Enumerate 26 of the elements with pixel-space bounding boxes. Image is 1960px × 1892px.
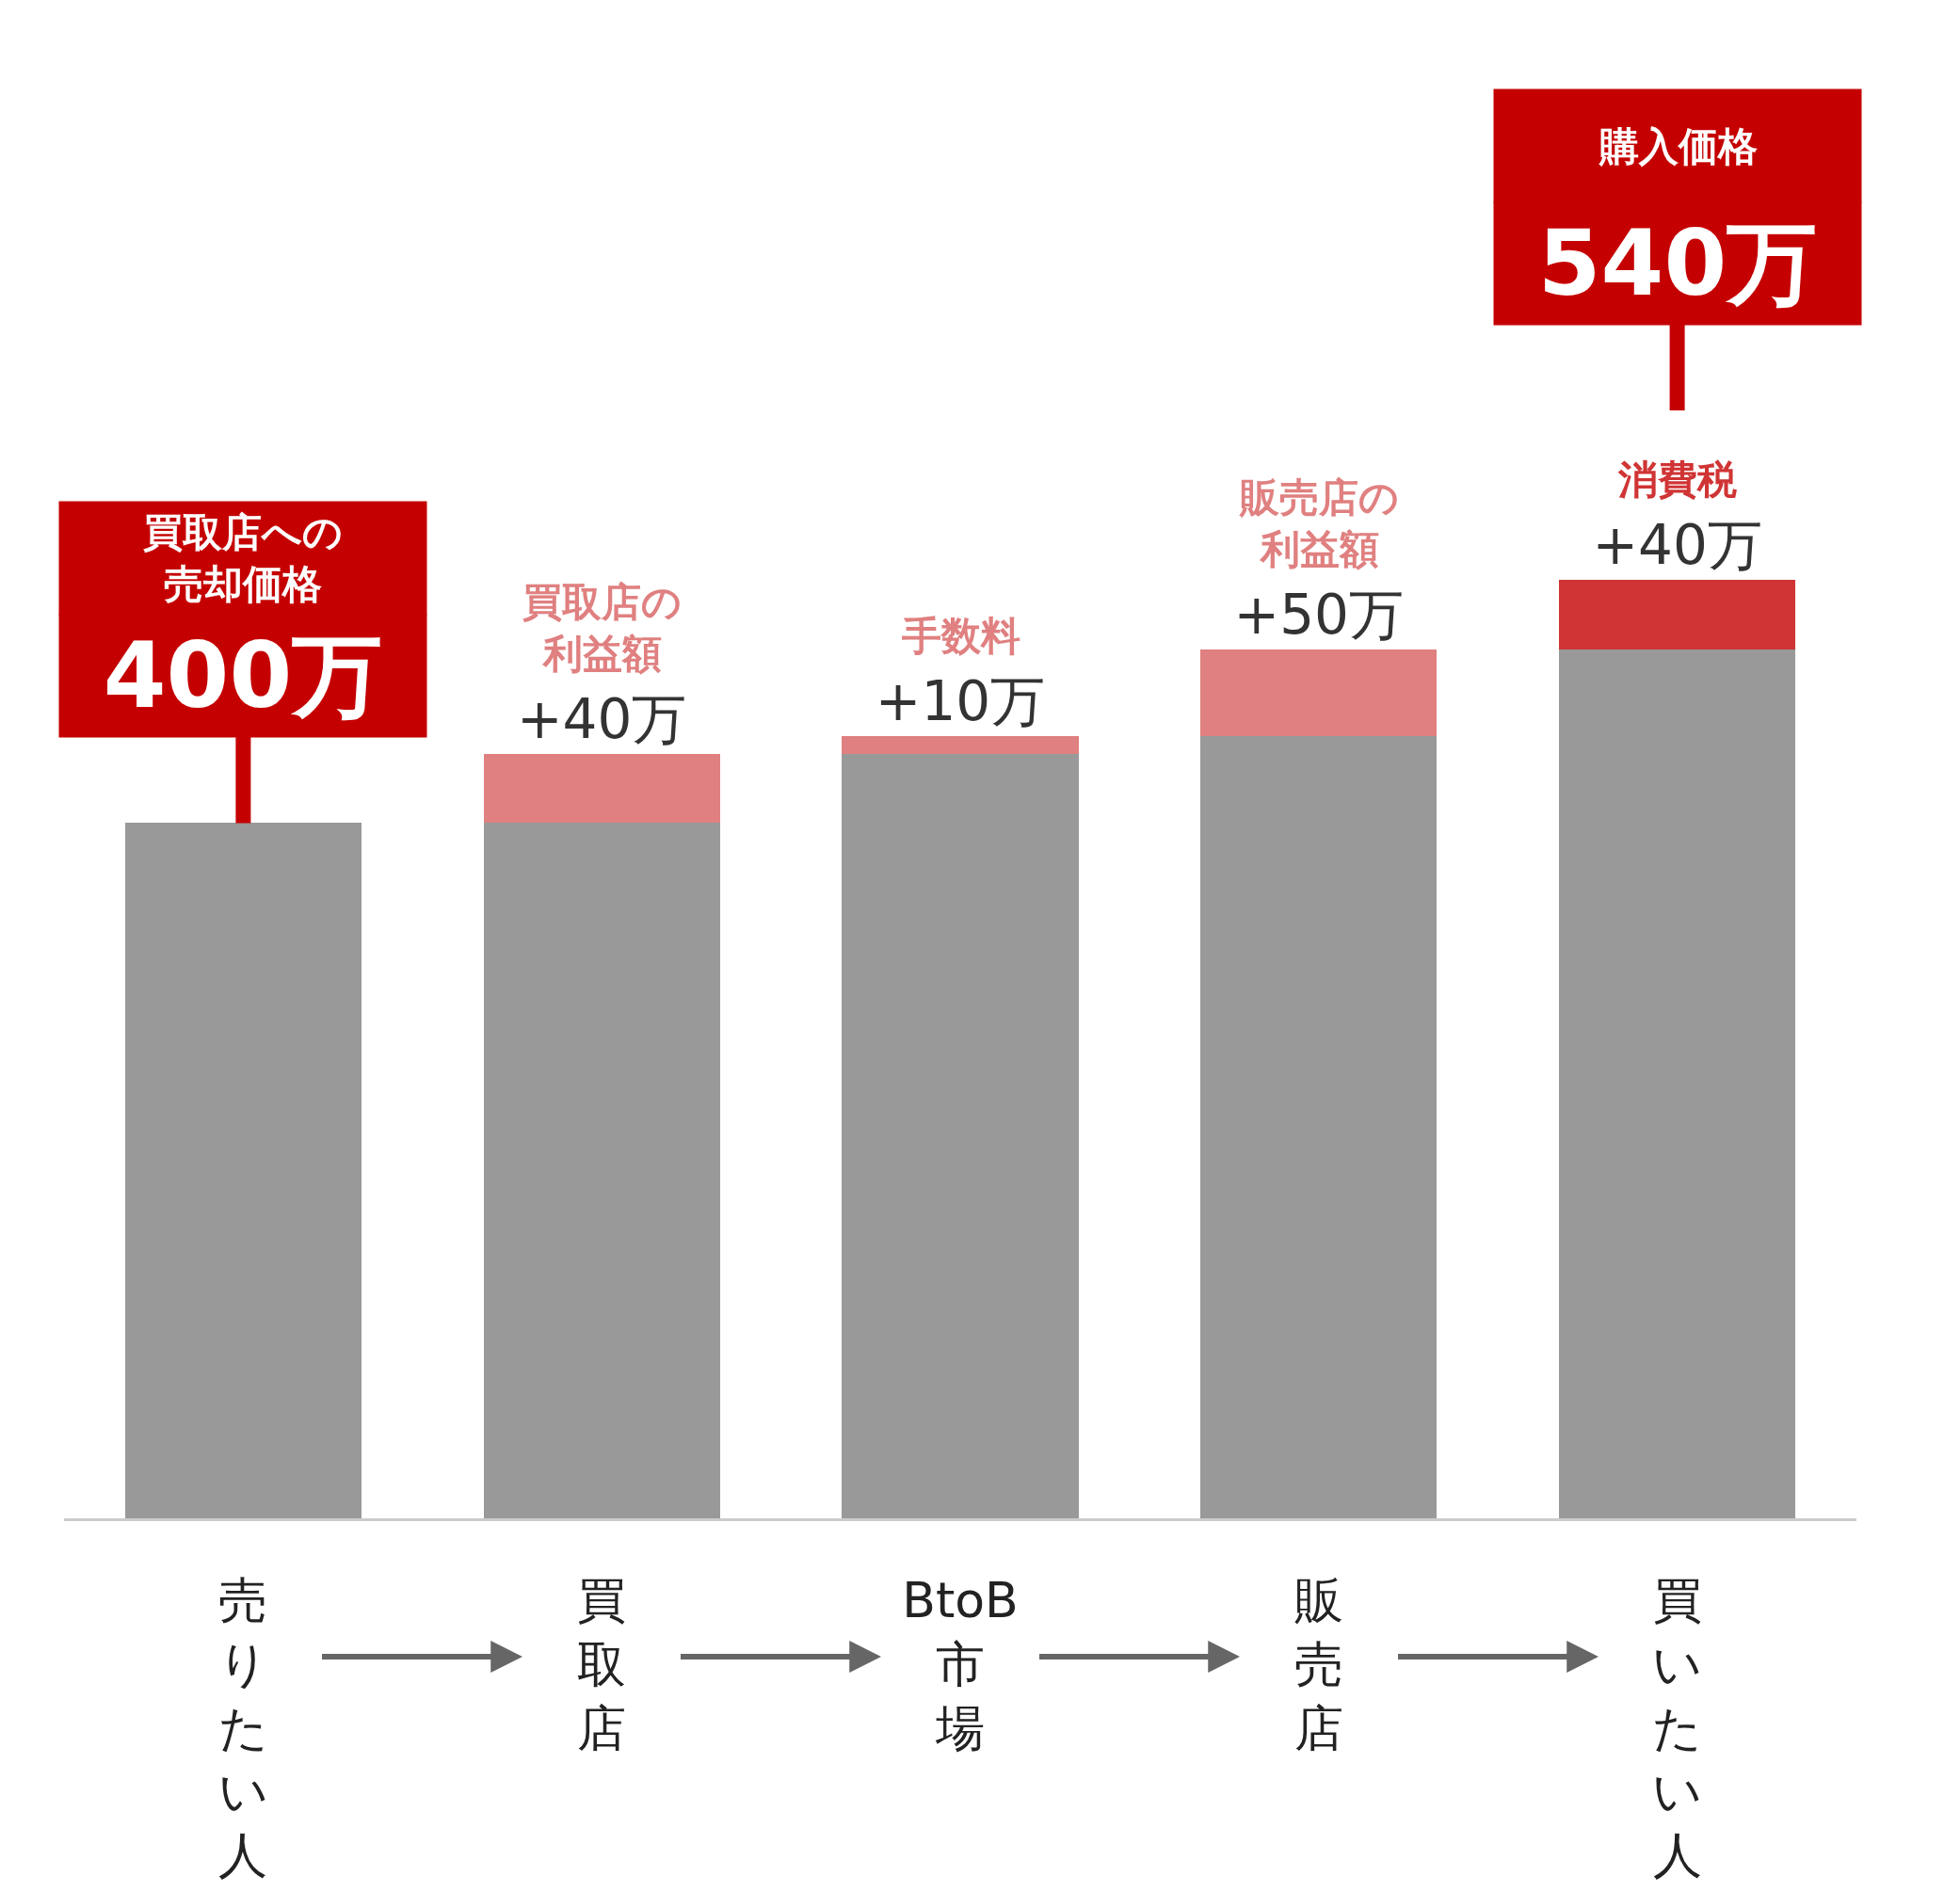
total-label: 540万 (1537, 211, 1818, 316)
x-tick-label: 買いたい人 (1652, 1572, 1703, 1884)
annotation: 販売店の利益額 (1239, 474, 1399, 572)
bar (1200, 736, 1438, 1518)
bar (1200, 649, 1438, 737)
bar (842, 753, 1079, 1518)
x-tick-label: BtoB 市場 (902, 1572, 1019, 1756)
annotation: 購入価格 (1598, 122, 1758, 169)
data-label: +10万 (875, 669, 1046, 734)
data-label: +40万 (1592, 513, 1762, 577)
x-tick-label: 買取店 (577, 1572, 627, 1756)
bar (124, 823, 362, 1518)
annotation: 手数料 (901, 613, 1020, 659)
bar (483, 823, 720, 1518)
bar (1558, 649, 1796, 1518)
data-label: +50万 (1233, 582, 1404, 647)
total-label: 400万 (103, 623, 383, 729)
data-label: +40万 (517, 686, 687, 751)
annotation: 消費税 (1617, 457, 1737, 503)
x-tick-label: 売りたい人 (217, 1572, 268, 1884)
annotation: 買取店への売却価格 (143, 509, 343, 607)
bar (483, 753, 720, 824)
bar (842, 736, 1079, 754)
bar (1558, 580, 1796, 649)
x-tick-label: 販売店 (1293, 1572, 1343, 1756)
annotation: 買取店の利益額 (522, 579, 682, 677)
